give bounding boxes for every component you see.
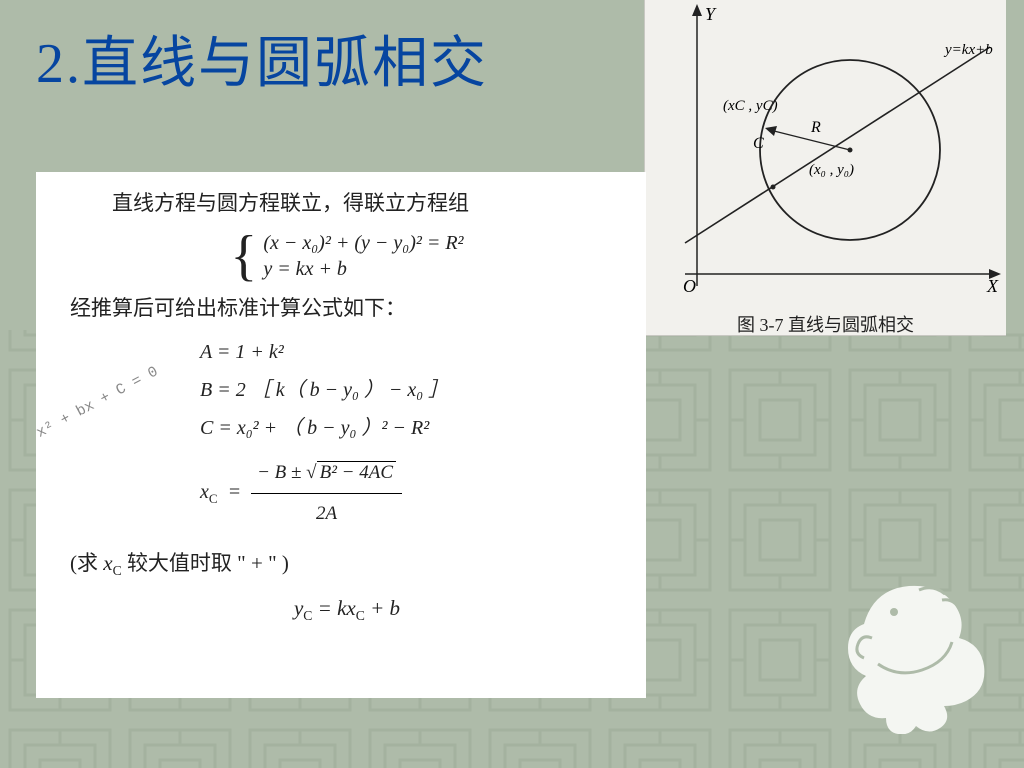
math-panel: 直线方程与圆方程联立，得联立方程组 { (x − x₀)² + (y − y₀)… — [36, 172, 646, 698]
eq-c: C = x₀² + （ b − y₀ ）² − R² — [200, 409, 448, 447]
math-line1: 直线方程与圆方程联立，得联立方程组 — [70, 186, 624, 222]
dragon-ornament-icon — [824, 564, 994, 734]
origin-label: O — [683, 276, 696, 296]
figure-diagram: Y X O y=kx+b (xC , yC) C R (x₀ , y₀) — [645, 0, 1007, 300]
sys-eq1: (x − x₀)² + (y − y₀)² = R² — [263, 230, 463, 256]
point-c-label: C — [753, 135, 764, 152]
slide-title: 2.直线与圆弧相交 — [36, 18, 488, 99]
equation-system: { (x − x₀)² + (y − y₀)² = R² y = kx + b — [70, 228, 624, 286]
radius-label: R — [810, 119, 821, 136]
axis-x-label: X — [986, 276, 999, 296]
figure-caption: 图 3-7 直线与圆弧相交 — [645, 311, 1006, 337]
eq-xc: xC = − B ± √B² − 4AC 2A — [200, 455, 448, 532]
eq-b: B = 2 ［ k（ b − y₀ ） − x₀ ］ — [200, 371, 448, 409]
eq-yc: yC = kxC + b — [70, 591, 624, 627]
eq-a: A = 1 + k² — [200, 333, 448, 371]
point-c-coords: (xC , yC) — [723, 98, 778, 114]
figure-panel: Y X O y=kx+b (xC , yC) C R (x₀ , y₀) 图 3… — [644, 0, 1006, 336]
center-coords: (x₀ , y₀) — [809, 162, 854, 178]
sys-eq2: y = kx + b — [263, 256, 463, 282]
axis-y-label: Y — [705, 4, 717, 24]
math-line3: (求 xC 较大值时取 " + " ) — [70, 546, 624, 582]
line-equation-label: y=kx+b — [943, 42, 993, 58]
math-line2: 经推算后可给出标准计算公式如下： — [70, 291, 624, 327]
